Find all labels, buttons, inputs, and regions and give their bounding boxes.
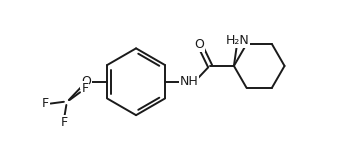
Text: O: O bbox=[195, 38, 204, 51]
Text: F: F bbox=[82, 82, 89, 95]
Text: F: F bbox=[42, 97, 49, 110]
Text: F: F bbox=[60, 116, 67, 129]
Text: NH: NH bbox=[180, 75, 198, 88]
Text: O: O bbox=[81, 75, 91, 88]
Text: H₂N: H₂N bbox=[226, 34, 249, 47]
